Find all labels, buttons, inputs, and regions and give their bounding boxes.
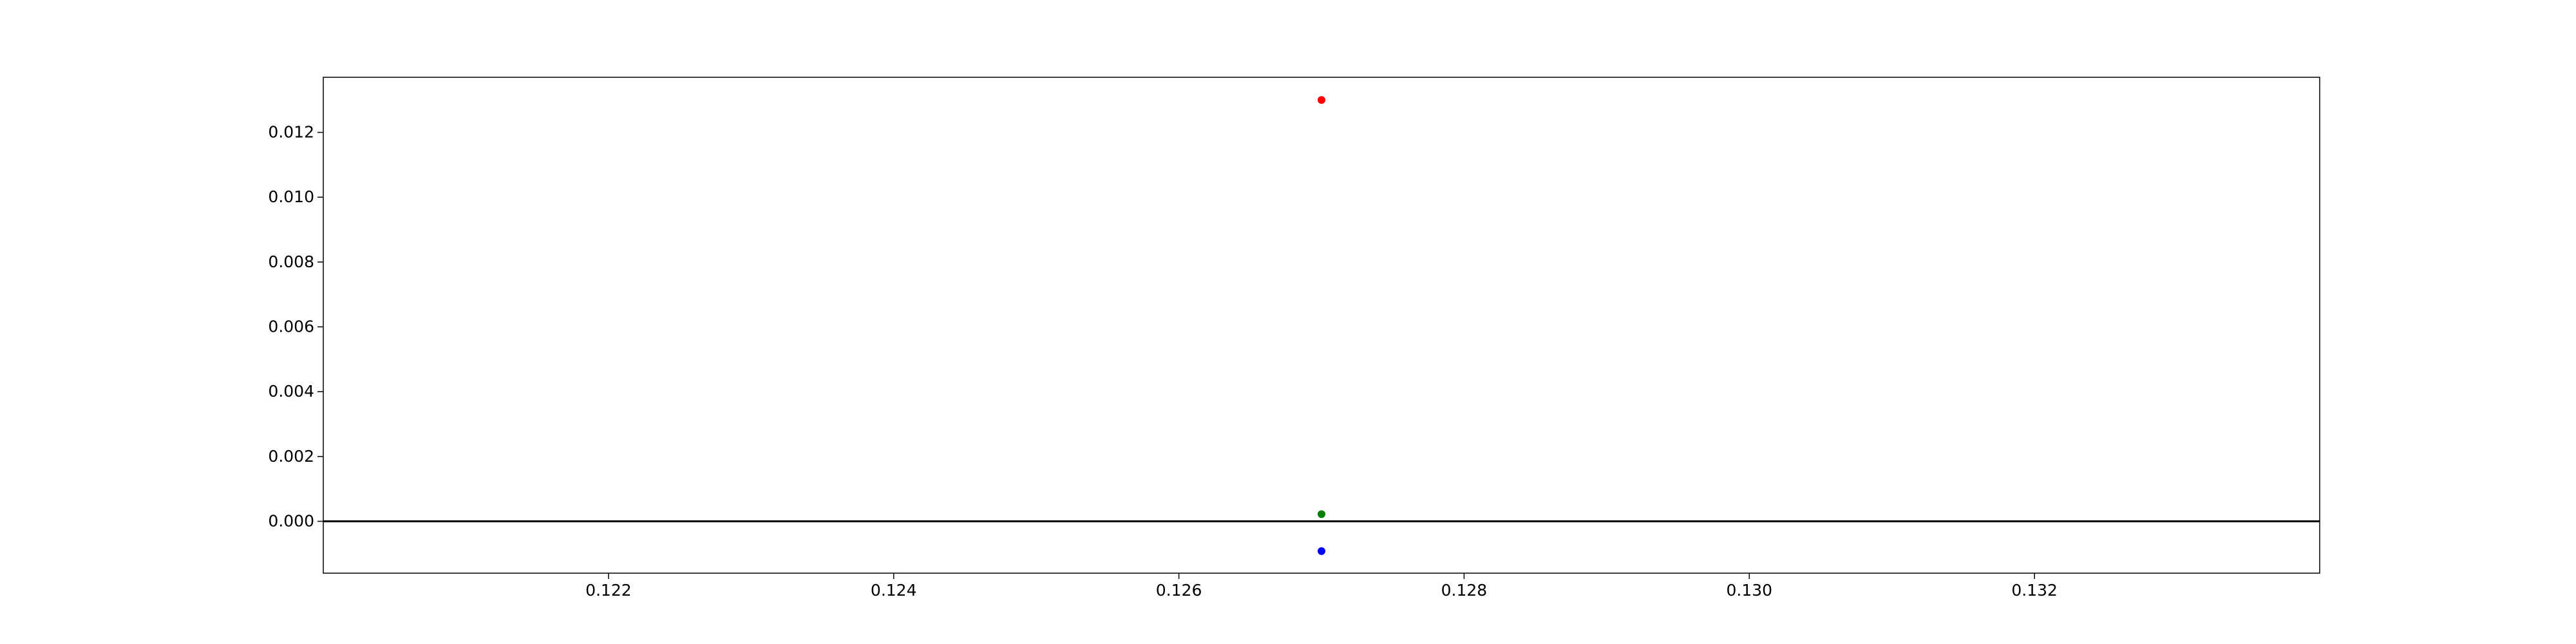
x-tick-label: 0.130 [1726,581,1772,600]
x-tick-label: 0.124 [871,581,917,600]
x-axis-ticks: 0.122 0.124 0.126 0.128 0.130 0.132 [585,573,2058,600]
y-tick-label: 0.004 [268,382,314,401]
y-tick-label: 0.002 [268,447,314,466]
data-point [1318,96,1325,104]
data-point [1318,547,1325,555]
data-points [1318,96,1325,555]
plot-area-frame [323,77,2320,574]
x-tick-label: 0.132 [2011,581,2058,600]
x-tick-label: 0.122 [585,581,632,600]
x-tick-label: 0.126 [1156,581,1202,600]
data-point [1318,510,1325,518]
y-tick-label: 0.006 [268,317,314,336]
y-tick-label: 0.012 [268,123,314,142]
x-tick-label: 0.128 [1441,581,1488,600]
y-tick-label: 0.000 [268,511,314,530]
y-axis-ticks: 0.000 0.002 0.004 0.006 0.008 0.010 0.012 [268,123,323,530]
y-tick-label: 0.008 [268,252,314,271]
y-tick-label: 0.010 [268,187,314,206]
